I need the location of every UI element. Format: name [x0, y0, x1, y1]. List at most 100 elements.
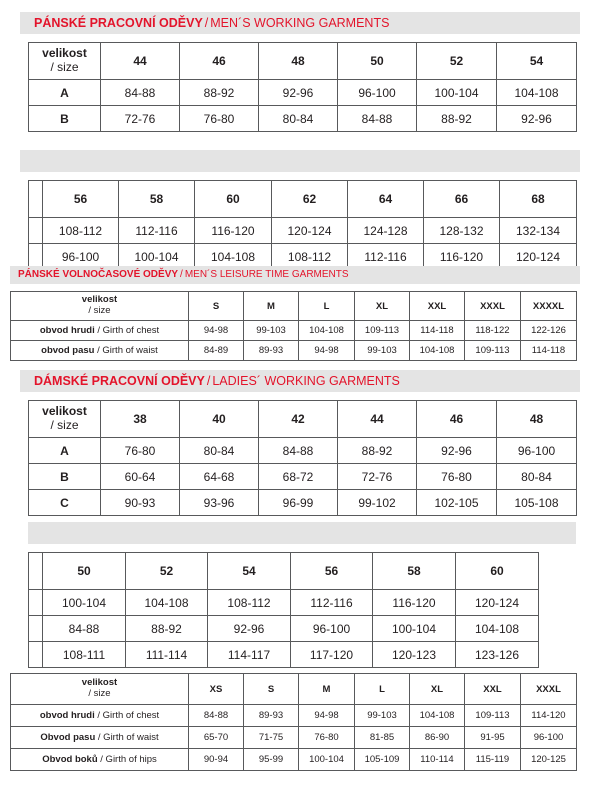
measurement-cell: 100-104	[372, 615, 456, 642]
measurement-cell: 116-120	[423, 243, 500, 270]
measurement-cell: 100-104	[416, 79, 497, 106]
table-row: 84-88 88-92 92-96 96-100 100-104 104-108	[28, 615, 539, 642]
size-header-cell: 64	[347, 180, 424, 218]
measurement-cell: 71-75	[243, 726, 299, 749]
size-header-cell: L	[354, 673, 410, 705]
section-title-separator: /	[180, 269, 183, 280]
size-label-cell: velikost / size	[10, 291, 189, 321]
measurement-cell: 100-104	[298, 748, 355, 771]
section-title-separator: /	[206, 373, 211, 388]
size-header-cell: M	[243, 291, 299, 321]
table-ladies-working-continued: 50 52 54 56 58 60 100-104 104-108 108-11…	[28, 552, 539, 668]
table-row: 108-111 111-114 114-117 117-120 120-123 …	[28, 641, 539, 668]
measurement-cell: 90-93	[100, 489, 180, 516]
row-label-en: / Girth of hips	[100, 754, 157, 765]
size-header-cell: XXXXL	[520, 291, 577, 321]
measurement-cell: 84-88	[100, 79, 180, 106]
stub-cell	[28, 589, 43, 616]
table-row-header: velikost / size XS S M L XL XXL XXXL	[10, 673, 577, 705]
size-header-cell: 42	[258, 400, 338, 438]
table-row: 100-104 104-108 108-112 112-116 116-120 …	[28, 589, 539, 616]
row-label-en: / Girth of waist	[97, 732, 159, 743]
measurement-cell: 115-119	[464, 748, 521, 771]
measurement-cell: 88-92	[125, 615, 208, 642]
section-header-mens-leisure: PÁNSKÉ VOLNOČASOVÉ ODĚVY / MEN´S LEISURE T…	[10, 266, 580, 284]
section-header-text: PÁNSKÉ PRACOVNÍ ODĚVY / MEN´S WORKING GARM…	[34, 17, 389, 30]
measurement-cell: 108-111	[42, 641, 126, 668]
measurement-cell: 104-108	[496, 79, 577, 106]
measurement-cell: 109-113	[354, 320, 410, 341]
section-title-cz: DÁMSKÉ PRACOVNÍ ODĚVY	[34, 373, 205, 388]
measurement-cell: 104-108	[409, 704, 465, 727]
row-label-cz: obvod pasu	[41, 345, 95, 356]
size-header-cell: M	[298, 673, 355, 705]
measurement-cell: 72-76	[337, 463, 417, 490]
measurement-cell: 108-112	[42, 217, 119, 244]
size-header-cell: 58	[372, 552, 456, 590]
size-header-cell: 56	[290, 552, 373, 590]
measurement-cell: 93-96	[179, 489, 259, 516]
stub-cell	[28, 552, 43, 590]
table-mens-leisure: velikost / size S M L XL XXL XXXL XXXXL …	[10, 291, 577, 361]
row-label: C	[28, 489, 101, 516]
section-title-en: MEN´S LEISURE TIME GARMENTS	[184, 269, 349, 280]
measurement-cell: 60-64	[100, 463, 180, 490]
measurement-cell: 105-108	[496, 489, 577, 516]
row-label-en: / Girth of waist	[97, 345, 158, 356]
size-header-cell: 44	[337, 400, 417, 438]
stub-cell	[28, 217, 43, 244]
table-row-header: 56 58 60 62 64 66 68	[28, 180, 577, 218]
measurement-cell: 105-109	[354, 748, 410, 771]
measurement-cell: 104-108	[125, 589, 208, 616]
measurement-cell: 89-93	[243, 340, 299, 361]
measurement-cell: 114-117	[207, 641, 291, 668]
table-ladies-leisure: velikost / size XS S M L XL XXL XXXL obv…	[10, 673, 577, 771]
measurement-cell: 89-93	[243, 704, 299, 727]
measurement-cell: 76-80	[179, 105, 259, 132]
section-title-cz: PÁNSKÉ PRACOVNÍ ODĚVY	[34, 15, 203, 30]
row-label-cz: Obvod boků	[42, 754, 98, 765]
row-label-en: / Girth of chest	[97, 710, 160, 721]
section-header-ladies-working-cont	[28, 522, 576, 544]
size-header-cell: 60	[455, 552, 539, 590]
measurement-cell: 104-108	[455, 615, 539, 642]
size-label-en: / size	[50, 60, 79, 74]
measurement-cell: 109-113	[464, 704, 521, 727]
table-row-header: velikost / size 44 46 48 50 52 54	[28, 42, 577, 80]
row-label-cz: obvod hrudi	[39, 325, 95, 336]
measurement-cell: 96-100	[337, 79, 417, 106]
measurement-cell: 96-100	[42, 243, 119, 270]
measurement-cell: 114-120	[520, 704, 577, 727]
measurement-cell: 123-126	[455, 641, 539, 668]
measurement-cell: 112-116	[347, 243, 424, 270]
size-header-cell: XS	[188, 673, 244, 705]
table-row: 108-112 112-116 116-120 120-124 124-128 …	[28, 217, 577, 244]
measurement-cell: 94-98	[298, 340, 355, 361]
size-header-cell: XXL	[464, 673, 521, 705]
section-title-cz: PÁNSKÉ VOLNOČASOVÉ ODĚVY	[18, 269, 179, 280]
measurement-cell: 100-104	[42, 589, 126, 616]
size-header-cell: 52	[416, 42, 497, 80]
measurement-cell: 124-128	[347, 217, 424, 244]
measurement-cell: 99-103	[243, 320, 299, 341]
size-header-cell: XL	[409, 673, 465, 705]
measurement-cell: 108-112	[207, 589, 291, 616]
measurement-cell: 96-100	[520, 726, 577, 749]
measurement-cell: 72-76	[100, 105, 180, 132]
measurement-cell: 84-89	[188, 340, 244, 361]
size-header-cell: 56	[42, 180, 119, 218]
table-row: B 60-64 64-68 68-72 72-76 76-80 80-84	[28, 463, 577, 490]
size-header-cell: 38	[100, 400, 180, 438]
measurement-cell: 96-99	[258, 489, 338, 516]
section-title-separator: /	[204, 15, 209, 30]
size-header-cell: 50	[337, 42, 417, 80]
size-header-cell: 68	[499, 180, 577, 218]
size-header-cell: 58	[118, 180, 195, 218]
measurement-cell: 99-103	[354, 704, 410, 727]
measurement-cell: 104-108	[194, 243, 272, 270]
measurement-cell: 120-124	[271, 217, 348, 244]
table-row: obvod hrudi / Girth of chest 84-88 89-93…	[10, 704, 577, 727]
measurement-cell: 94-98	[298, 704, 355, 727]
measurement-cell: 118-122	[464, 320, 521, 341]
measurement-cell: 68-72	[258, 463, 338, 490]
